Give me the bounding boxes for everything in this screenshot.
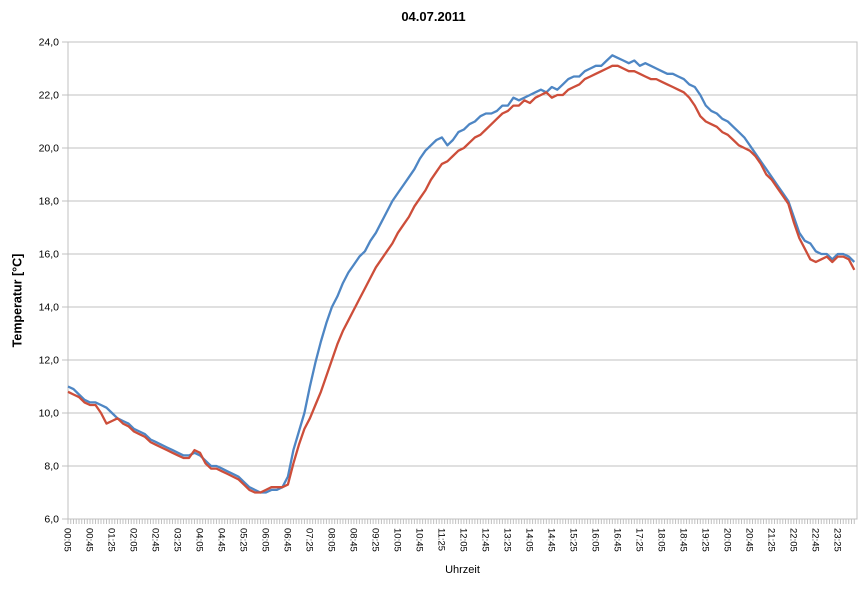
x-tick-label: 23:25 <box>831 528 842 552</box>
x-tick-label: 02:05 <box>128 528 139 552</box>
x-tick-label: 19:25 <box>699 528 710 552</box>
x-tick-label: 18:05 <box>655 528 666 552</box>
x-tick-label: 22:45 <box>809 528 820 552</box>
x-tick-label: 10:05 <box>391 528 402 552</box>
x-tick-label: 14:45 <box>545 528 556 552</box>
x-tick-label: 12:45 <box>479 528 490 552</box>
y-tick-label: 14,0 <box>39 302 60 314</box>
x-tick-label: 10:45 <box>413 528 424 552</box>
x-tick-label: 04:05 <box>194 528 205 552</box>
x-tick-label: 04:45 <box>216 528 227 552</box>
x-tick-label: 01:25 <box>106 528 117 552</box>
x-tick-label: 06:45 <box>281 528 292 552</box>
x-tick-label: 00:45 <box>84 528 95 552</box>
x-tick-label: 17:25 <box>633 528 644 552</box>
chart-title: 04.07.2011 <box>401 9 466 24</box>
y-tick-label: 20,0 <box>39 143 60 155</box>
y-tick-label: 16,0 <box>39 249 60 261</box>
x-tick-label: 21:25 <box>765 528 776 552</box>
y-tick-label: 22,0 <box>39 90 60 102</box>
y-axis-title: Temperatur [°C] <box>10 253 25 348</box>
series-line-red <box>67 64 856 494</box>
y-tick-label: 6,0 <box>44 514 59 526</box>
x-tick-label: 16:45 <box>611 528 622 552</box>
x-tick-label: 16:05 <box>589 528 600 552</box>
x-tick-label: 09:25 <box>369 528 380 552</box>
y-tick-label: 10,0 <box>39 408 60 420</box>
x-tick-label: 02:45 <box>150 528 161 552</box>
x-tick-label: 11:25 <box>435 528 446 551</box>
x-tick-label: 06:05 <box>259 528 270 552</box>
x-tick-label: 15:25 <box>567 528 578 552</box>
y-tick-label: 12,0 <box>39 355 60 367</box>
y-tick-label: 18,0 <box>39 196 60 208</box>
x-tick-label: 08:45 <box>347 528 358 552</box>
x-tick-label: 03:25 <box>172 528 183 552</box>
y-tick-label: 8,0 <box>44 461 59 473</box>
x-tick-label: 12:05 <box>457 528 468 552</box>
x-tick-label: 05:25 <box>237 528 248 552</box>
x-tick-label: 07:25 <box>303 528 314 552</box>
x-tick-label: 20:45 <box>743 528 754 552</box>
x-tick-label: 18:45 <box>677 528 688 552</box>
y-tick-label: 24,0 <box>39 37 60 49</box>
x-axis-title: Uhrzeit <box>445 564 480 576</box>
x-tick-label: 13:25 <box>501 528 512 552</box>
series-line-blue <box>67 54 856 494</box>
x-tick-label: 08:05 <box>325 528 336 552</box>
x-tick-label: 00:05 <box>62 528 73 552</box>
x-tick-label: 20:05 <box>721 528 732 552</box>
plot-border <box>67 41 858 520</box>
x-tick-label: 22:05 <box>787 528 798 552</box>
x-tick-label: 14:05 <box>523 528 534 552</box>
